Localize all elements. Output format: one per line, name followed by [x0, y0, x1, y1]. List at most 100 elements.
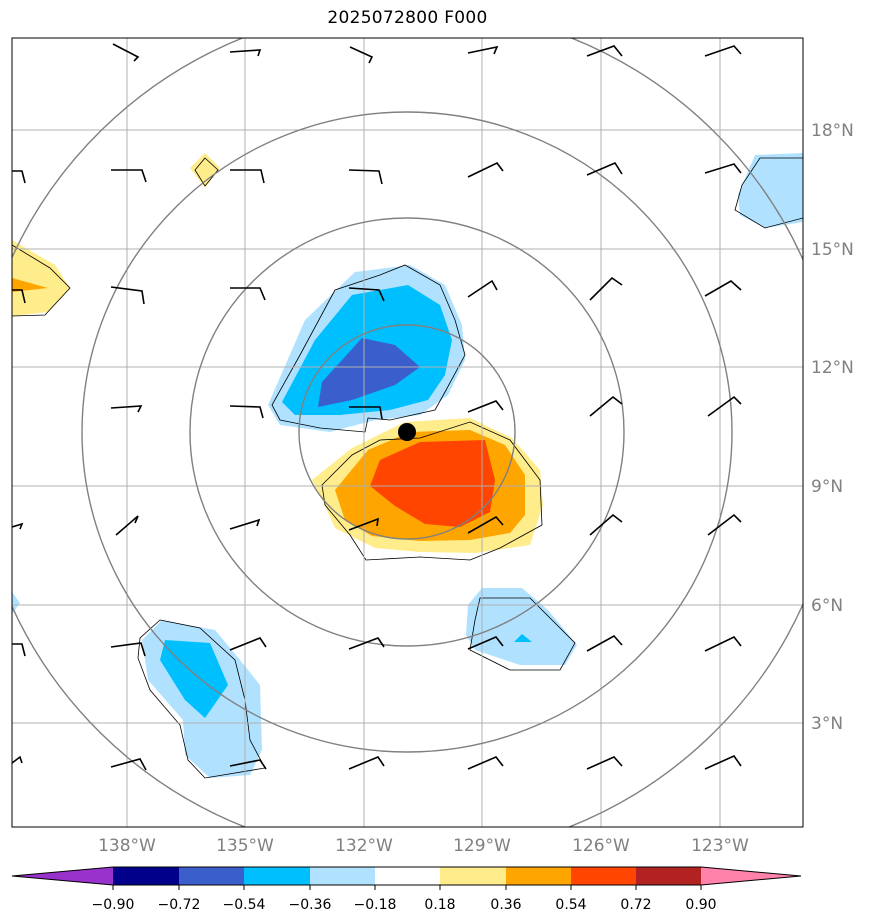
wind-barb [229, 405, 264, 419]
contour-w-018 [12, 240, 70, 316]
colorbar-label: 0.18 [424, 897, 455, 913]
colorbar-bin [375, 867, 440, 885]
contour-sw-036 [160, 640, 228, 718]
contour-w-036 [12, 278, 48, 292]
wind-barb [467, 161, 504, 178]
wind-barb [230, 287, 266, 301]
wind-barb [348, 287, 385, 302]
wind-barb [110, 286, 145, 305]
wind-barb [586, 756, 623, 770]
contour-neg-054 [318, 338, 420, 407]
colorbar-label: 0.90 [685, 897, 716, 913]
lon-label: 129°W [453, 836, 511, 856]
contour-se-036 [514, 634, 532, 642]
wind-barb [589, 276, 623, 301]
wind-barb [467, 279, 498, 298]
wind-barb [12, 170, 26, 184]
range-ring-2 [189, 217, 625, 647]
wind-barb [704, 754, 742, 770]
colorbar-label: 0.72 [620, 897, 651, 913]
colorbar: −0.90 −0.72 −0.54 −0.36 −0.18 0.18 0.36 … [11, 866, 802, 913]
colorbar-label: −0.18 [354, 897, 397, 913]
wind-barb [467, 636, 504, 650]
lat-label: 3°N [811, 714, 843, 734]
colorbar-bin [440, 867, 506, 885]
contour-line-ne [734, 157, 803, 229]
lat-label: 15°N [811, 240, 854, 260]
contour-line-north-neg [271, 264, 466, 433]
lon-label: 132°W [335, 836, 393, 856]
contour-lines [12, 157, 803, 779]
range-ring-1 [298, 324, 516, 540]
colorbar-ticks [112, 885, 702, 890]
wind-barb [467, 756, 504, 770]
colorbar-label: 0.54 [555, 897, 586, 913]
colorbar-bin [506, 867, 571, 885]
contour-line-center-pos [321, 421, 543, 561]
wind-barb [229, 518, 261, 530]
colorbar-extend-high [701, 867, 801, 885]
wind-barb [467, 400, 504, 413]
contour-fills [12, 153, 803, 778]
contour-n-018 [190, 153, 220, 188]
wind-barb [586, 161, 623, 176]
wind-barb [704, 163, 742, 174]
range-rings [12, 38, 803, 827]
wind-barb [349, 406, 383, 420]
lon-label: 123°W [691, 836, 749, 856]
wind-barb [704, 635, 742, 652]
wind-barb [348, 637, 385, 650]
wind-barb [704, 45, 742, 57]
wind-barb [12, 289, 26, 304]
colorbar-bin [571, 867, 636, 885]
colorbar-bin [636, 867, 701, 885]
wind-barb [349, 46, 374, 64]
contour-ne-018 [738, 153, 803, 228]
range-ring-3 [81, 111, 733, 753]
wind-barb [110, 642, 146, 657]
lat-label: 6°N [811, 596, 843, 616]
map-frame [11, 37, 804, 828]
wind-barb [12, 643, 26, 657]
lon-labels: 138°W 135°W 132°W 129°W 126°W 123°W [98, 836, 749, 856]
lat-label: 18°N [811, 121, 854, 141]
contour-pos-054 [370, 440, 495, 527]
wind-barb [348, 756, 385, 770]
lon-label: 138°W [98, 836, 156, 856]
wind-barb [229, 49, 262, 57]
colorbar-label: −0.90 [92, 897, 135, 913]
wind-barb [586, 634, 623, 652]
wind-barbs [12, 43, 742, 771]
wind-barb [589, 513, 623, 536]
wind-barb [467, 45, 499, 55]
contour-w2-018 [12, 592, 20, 614]
colorbar-label: −0.36 [289, 897, 332, 913]
wind-barb [586, 45, 623, 57]
wind-barb [707, 395, 742, 417]
colorbar-label: 0.36 [490, 897, 521, 913]
colorbar-extend-low [12, 867, 113, 885]
colorbar-bin [310, 867, 375, 885]
wind-barb [467, 515, 504, 534]
wind-barb [348, 169, 383, 185]
storm-center-marker [398, 423, 416, 441]
colorbar-bin [113, 867, 179, 885]
wind-barb [229, 759, 267, 770]
map-content [12, 38, 803, 827]
wind-barb [704, 280, 742, 297]
wind-barb [229, 637, 267, 651]
wind-barb [707, 513, 742, 536]
wind-barb [12, 755, 23, 764]
wind-barb [12, 522, 24, 530]
wind-barb [111, 169, 147, 183]
wind-barb [230, 169, 265, 184]
wind-barb [589, 395, 623, 417]
contour-line-sw [137, 619, 266, 779]
lon-label: 126°W [572, 836, 630, 856]
contour-line-w [12, 244, 71, 317]
colorbar-bin [179, 867, 244, 885]
wind-barb [110, 758, 147, 771]
colorbar-bin [244, 867, 310, 885]
lat-label: 9°N [811, 477, 843, 497]
